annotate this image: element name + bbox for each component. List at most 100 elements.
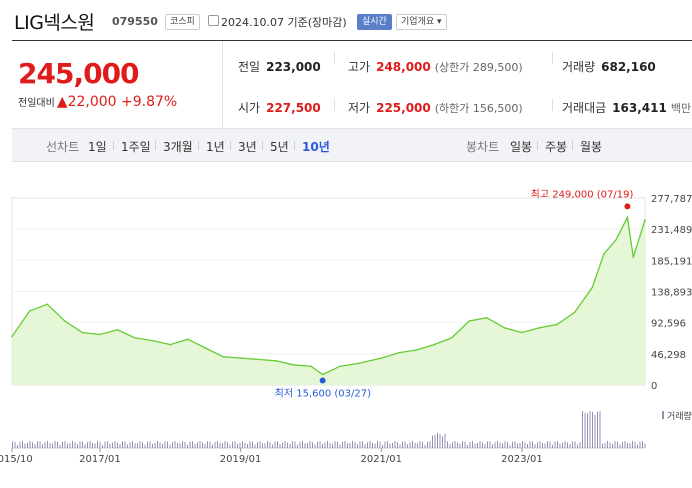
volume-bar bbox=[429, 441, 431, 448]
volume-bar bbox=[437, 433, 438, 448]
company-overview-dropdown[interactable]: 기업개요 ▾ bbox=[396, 14, 447, 30]
period-tab-3y[interactable]: 3년 bbox=[238, 140, 257, 154]
volume-bar bbox=[182, 441, 183, 448]
volume-bar bbox=[139, 441, 141, 448]
volume-bar bbox=[69, 442, 71, 448]
header-divider bbox=[12, 40, 692, 41]
volume-bar bbox=[39, 441, 41, 448]
volume-bar bbox=[532, 441, 533, 448]
volume-bar bbox=[222, 443, 223, 448]
volume-bar bbox=[302, 441, 303, 448]
volume-bar bbox=[444, 433, 446, 448]
x-tick-label: 2017/01 bbox=[79, 454, 121, 465]
volume-bar bbox=[619, 444, 621, 448]
volume-bar bbox=[84, 444, 86, 448]
volume-bar bbox=[497, 441, 498, 448]
volume-bar bbox=[354, 442, 356, 448]
candle-tab-weekly[interactable]: 주봉 bbox=[545, 140, 568, 154]
volume-bar bbox=[272, 444, 273, 448]
data-point bbox=[468, 320, 470, 322]
data-point bbox=[257, 358, 259, 361]
volume-bar bbox=[229, 444, 231, 448]
volume-bar bbox=[172, 442, 173, 448]
candle-tab-daily[interactable]: 일봉 bbox=[510, 140, 533, 154]
data-point bbox=[339, 365, 342, 367]
volume-bar bbox=[332, 443, 333, 448]
stat-high: 고가 248,000 (상한가 289,500) bbox=[348, 60, 523, 74]
volume-bar bbox=[582, 411, 583, 448]
volume-bar bbox=[504, 441, 506, 448]
data-point bbox=[292, 364, 295, 366]
stat-divider bbox=[334, 52, 335, 64]
company-name: LIG넥스원 bbox=[14, 12, 95, 34]
volume-bar bbox=[347, 443, 348, 448]
volume-bar bbox=[249, 441, 251, 448]
current-price: 245,000 bbox=[18, 57, 140, 90]
volume-bar bbox=[192, 441, 193, 448]
volume-bar bbox=[269, 442, 271, 448]
stat-low: 저가 225,000 (하한가 156,500) bbox=[348, 101, 523, 115]
y-tick-label: 185,191 bbox=[651, 256, 692, 267]
volume-bar bbox=[489, 441, 491, 448]
volume-bar bbox=[509, 444, 511, 448]
data-point bbox=[63, 320, 66, 322]
period-tab-5y[interactable]: 5년 bbox=[270, 140, 289, 154]
volume-bar bbox=[519, 442, 521, 448]
volume-bar bbox=[587, 413, 588, 448]
y-tick-label: 92,596 bbox=[651, 319, 686, 330]
volume-bar bbox=[149, 441, 151, 448]
volume-bar bbox=[29, 441, 31, 448]
volume-bar bbox=[317, 441, 318, 448]
volume-bar bbox=[389, 443, 391, 448]
volume-bar bbox=[352, 441, 353, 448]
volume-bar bbox=[277, 441, 278, 448]
data-point bbox=[169, 343, 172, 346]
volume-bar bbox=[327, 441, 328, 448]
volume-bar bbox=[217, 441, 218, 448]
volume-bar bbox=[534, 444, 536, 448]
clock-icon bbox=[208, 15, 219, 26]
volume-bar bbox=[344, 441, 346, 448]
candle-chart-label: 봉차트 bbox=[466, 140, 500, 154]
period-tab-1d[interactable]: 1일 bbox=[88, 140, 107, 154]
volume-bar bbox=[102, 444, 103, 448]
y-tick-label: 277,787 bbox=[651, 194, 692, 205]
volume-bar bbox=[539, 441, 541, 448]
data-point bbox=[433, 343, 435, 346]
volume-bar bbox=[419, 441, 421, 448]
period-tab-1y[interactable]: 1년 bbox=[206, 140, 225, 154]
volume-bar bbox=[467, 444, 468, 448]
candle-tab-monthly[interactable]: 월봉 bbox=[580, 140, 603, 154]
volume-bar bbox=[644, 443, 646, 448]
data-point bbox=[573, 311, 576, 314]
volume-bar bbox=[89, 441, 91, 448]
period-tab-10y[interactable]: 10년 bbox=[302, 140, 330, 154]
volume-bar bbox=[307, 443, 308, 448]
volume-bar bbox=[239, 442, 241, 448]
volume-bar bbox=[552, 444, 553, 448]
data-point bbox=[632, 256, 635, 258]
volume-bar bbox=[642, 441, 643, 448]
data-point bbox=[11, 335, 13, 338]
volume-bar bbox=[47, 441, 48, 448]
volume-bar bbox=[267, 441, 268, 448]
volume-bar bbox=[469, 441, 471, 448]
volume-bar bbox=[579, 442, 581, 448]
volume-bar bbox=[604, 442, 606, 448]
period-tab-1w[interactable]: 1주일 bbox=[121, 140, 151, 154]
realtime-button[interactable]: 실시간 bbox=[357, 14, 392, 30]
volume-bar bbox=[274, 441, 276, 448]
y-tick-label: 231,489 bbox=[651, 225, 692, 236]
volume-bar bbox=[522, 441, 523, 448]
volume-bar bbox=[197, 442, 198, 448]
data-point bbox=[503, 326, 506, 329]
volume-bar bbox=[204, 443, 206, 448]
volume-bar bbox=[214, 442, 216, 448]
volume-bar bbox=[87, 442, 88, 448]
volume-bar bbox=[132, 441, 133, 448]
price-area bbox=[12, 217, 645, 385]
volume-bar bbox=[627, 443, 628, 448]
period-tab-3m[interactable]: 3개월 bbox=[163, 140, 193, 154]
volume-bar bbox=[12, 441, 13, 448]
change-amount: ▲22,000 bbox=[56, 94, 117, 110]
